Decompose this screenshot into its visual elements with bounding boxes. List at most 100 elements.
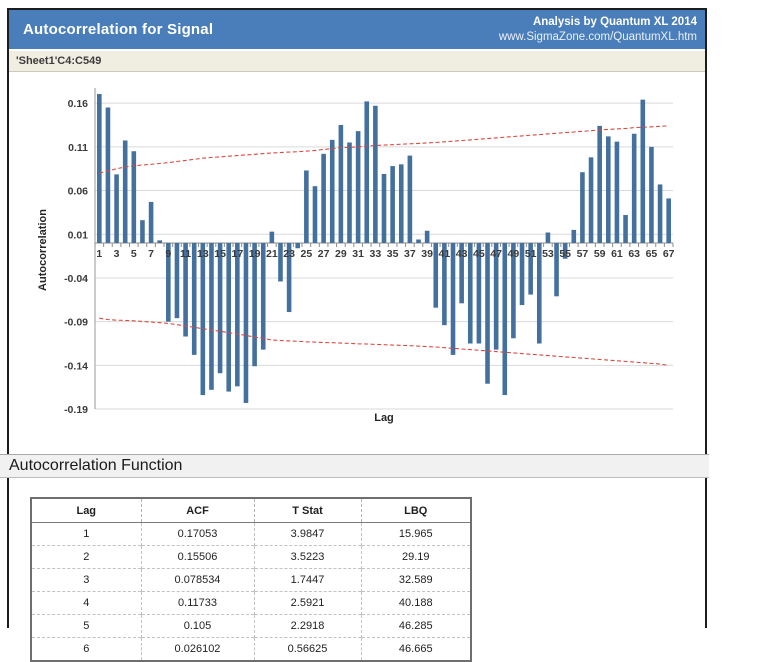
x-tick-label: 29 xyxy=(335,248,347,260)
header-credits: Analysis by Quantum XL 2014 www.SigmaZon… xyxy=(499,15,705,44)
acf-bar xyxy=(174,243,180,319)
table-cell: 3.5223 xyxy=(253,545,361,569)
acf-bar-chart: 0.160.110.060.01-0.04-0.09-0.14-0.191 3 5 7… xyxy=(37,88,675,424)
y-tick-label: -0.19 xyxy=(64,404,88,416)
x-tick-label: 19 xyxy=(249,248,261,260)
section-header: Autocorrelation Function xyxy=(0,454,709,478)
table-cell: 15.965 xyxy=(360,522,471,546)
y-axis-title: Autocorrelation xyxy=(37,209,49,291)
acf-bar xyxy=(381,173,387,243)
acf-bar xyxy=(605,136,611,243)
y-tick-label: 0.06 xyxy=(68,186,89,198)
acf-bar xyxy=(424,230,430,243)
acf-bar xyxy=(666,198,671,243)
acf-bar xyxy=(407,155,413,243)
upper-confidence-line xyxy=(99,125,669,174)
acf-bar xyxy=(640,99,646,243)
acf-bar xyxy=(657,184,663,243)
acf-bar xyxy=(623,215,628,243)
acf-bar xyxy=(200,243,206,396)
table-cell: 46.285 xyxy=(360,614,471,638)
acf-bar xyxy=(476,243,482,344)
table-cell: 3 xyxy=(31,568,141,592)
x-tick-label: 49 xyxy=(508,248,520,260)
acf-bar xyxy=(278,243,283,282)
table-cell: 29.19 xyxy=(360,545,471,569)
table-cell: 32.589 xyxy=(360,568,471,592)
y-tick-label: 0.16 xyxy=(68,98,89,110)
acf-bar xyxy=(304,170,309,243)
table-cell: 40.188 xyxy=(360,591,471,615)
table-row: 6 0.026102 0.56625 46.665 xyxy=(31,637,471,661)
x-tick-label: 33 xyxy=(370,248,382,260)
acf-bar xyxy=(105,107,111,243)
acf-bar xyxy=(140,220,145,243)
x-tick-label: 41 xyxy=(439,248,451,260)
analysis-credit: Analysis by Quantum XL 2014 xyxy=(532,16,697,29)
acf-bar xyxy=(398,164,404,243)
acf-bar xyxy=(295,243,301,249)
y-tick-label: -0.09 xyxy=(64,317,88,329)
page-title: Autocorrelation for Signal xyxy=(23,21,214,38)
acf-bar xyxy=(243,243,249,403)
x-tick-label: 3 xyxy=(114,248,120,260)
acf-bar xyxy=(442,243,447,326)
x-tick-label: 25 xyxy=(301,248,313,260)
x-tick-label: 55 xyxy=(559,248,571,260)
x-tick-label: 67 xyxy=(663,248,675,260)
acf-bar xyxy=(226,243,232,392)
acf-bar xyxy=(338,125,344,243)
col-header-lag: Lag xyxy=(31,498,141,523)
x-tick-label: 39 xyxy=(421,248,433,260)
table-row: 2 0.15506 3.5223 29.19 xyxy=(31,545,471,569)
acf-bar xyxy=(373,105,378,243)
table-cell: 0.17053 xyxy=(140,522,254,546)
acf-bar xyxy=(649,146,654,243)
acf-bar xyxy=(166,243,171,322)
acf-bar xyxy=(631,133,637,243)
table-cell: 2.2918 xyxy=(253,614,361,638)
col-header-tstat: T Stat xyxy=(253,498,361,523)
acf-bar xyxy=(562,243,568,259)
acf-bar xyxy=(217,243,223,374)
x-tick-label: 15 xyxy=(214,248,226,260)
acf-bar xyxy=(519,243,525,306)
acf-bar xyxy=(433,243,439,308)
x-tick-label: 21 xyxy=(266,248,278,260)
col-header-acf: ACF xyxy=(140,498,254,523)
acf-bar xyxy=(355,131,361,243)
acf-bar xyxy=(183,243,188,337)
table-header-row: Lag ACF T Stat LBQ xyxy=(31,498,471,523)
acf-bar xyxy=(502,243,508,396)
vendor-url-link[interactable]: www.SigmaZone.com/QuantumXL.htm xyxy=(498,30,697,43)
table-row: 1 0.17053 3.9847 15.965 xyxy=(31,522,471,546)
acf-bar xyxy=(260,243,266,350)
x-tick-label: 7 xyxy=(148,248,154,260)
x-tick-label: 31 xyxy=(352,248,364,260)
y-tick-label: -0.04 xyxy=(64,273,88,285)
y-tick-label: 0.11 xyxy=(68,142,88,154)
x-tick-label: 53 xyxy=(542,248,554,260)
acf-bar xyxy=(252,243,257,367)
acf-bar xyxy=(588,157,594,243)
acf-bar xyxy=(286,243,292,313)
table-cell: 3.9847 xyxy=(253,522,361,546)
acf-bar xyxy=(97,93,102,243)
x-tick-label: 5 xyxy=(131,248,137,260)
acf-bar xyxy=(131,151,137,243)
acf-bar xyxy=(269,231,275,243)
table-cell: 2 xyxy=(31,545,141,569)
acf-bar xyxy=(450,243,456,355)
acf-bar xyxy=(312,186,318,243)
x-tick-label: 17 xyxy=(231,248,243,260)
acf-bar xyxy=(157,240,163,243)
x-tick-label: 11 xyxy=(180,248,191,260)
x-tick-label: 37 xyxy=(404,248,416,260)
report-header: Autocorrelation for Signal Analysis by Q… xyxy=(9,10,705,51)
table-cell: 46.665 xyxy=(360,637,471,661)
y-tick-label: -0.14 xyxy=(64,360,88,372)
acf-bar xyxy=(148,201,154,243)
x-axis-title: Lag xyxy=(374,412,394,424)
acf-bar xyxy=(528,243,533,295)
table-cell: 0.105 xyxy=(140,614,254,638)
